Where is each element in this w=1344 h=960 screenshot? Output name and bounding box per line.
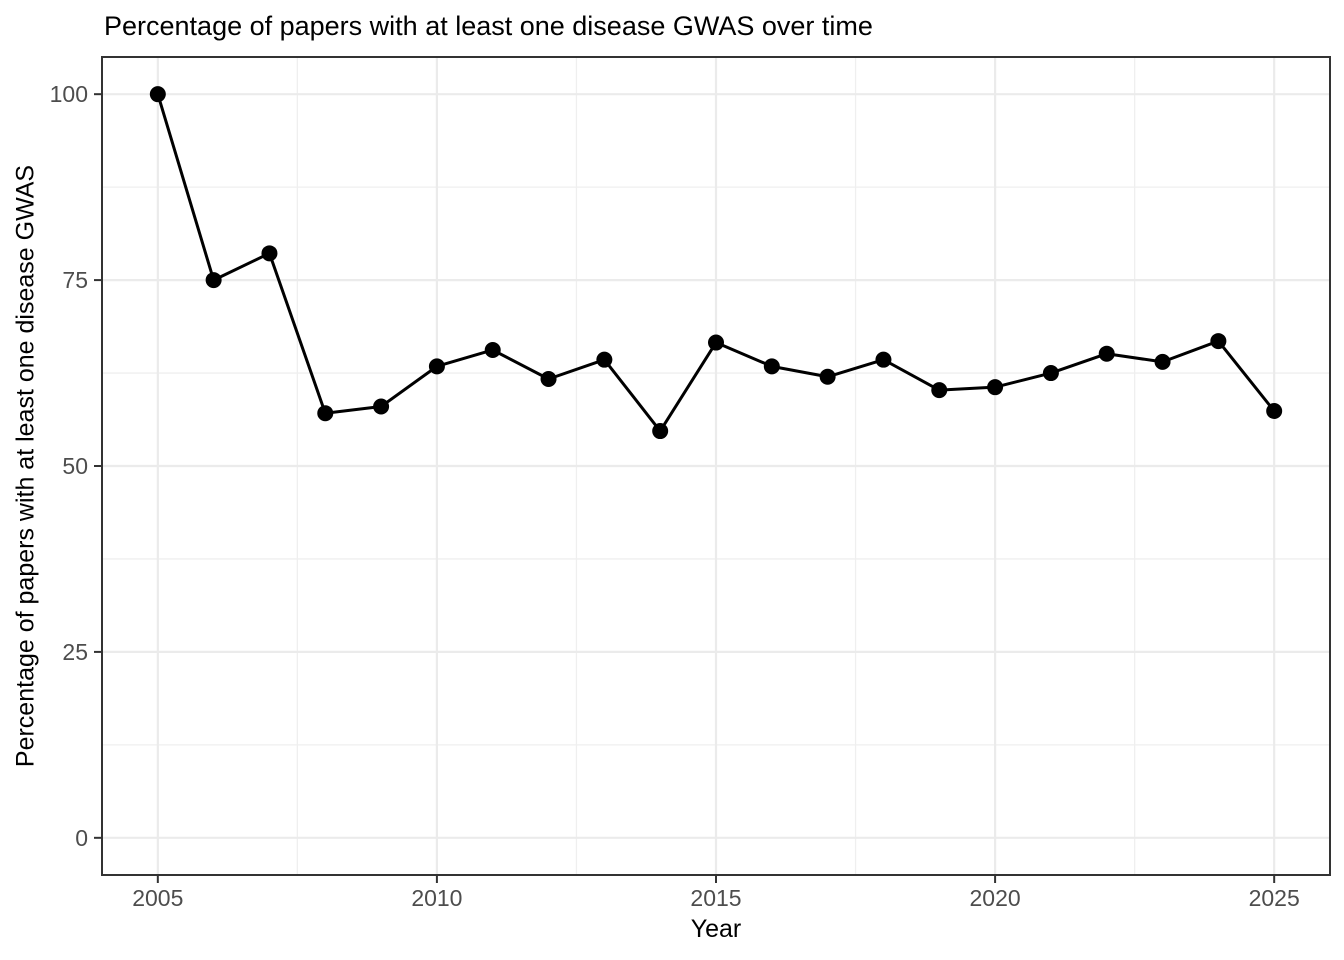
- x-tick-label: 2020: [970, 885, 1021, 911]
- data-point: [1098, 345, 1115, 362]
- y-tick-label: 25: [62, 639, 88, 665]
- data-point: [763, 358, 780, 375]
- y-tick-label: 0: [75, 825, 88, 851]
- data-point: [540, 370, 557, 387]
- data-point: [1210, 333, 1227, 350]
- y-tick-label: 50: [62, 453, 88, 479]
- data-point: [987, 379, 1004, 396]
- data-point: [652, 423, 669, 440]
- data-point: [205, 272, 222, 289]
- y-tick-label: 75: [62, 267, 88, 293]
- x-tick-label: 2005: [132, 885, 183, 911]
- data-point: [149, 86, 166, 103]
- y-tick-label: 100: [50, 81, 88, 107]
- data-point: [819, 368, 836, 385]
- data-point: [373, 398, 390, 415]
- y-axis-title: Percentage of papers with at least one d…: [11, 164, 40, 768]
- data-point: [875, 351, 892, 368]
- data-point: [261, 245, 278, 262]
- data-point: [1154, 353, 1171, 370]
- data-point: [428, 358, 445, 375]
- data-point: [1266, 402, 1283, 419]
- chart-title: Percentage of papers with at least one d…: [104, 11, 873, 41]
- x-tick-label: 2015: [690, 885, 741, 911]
- x-tick-label: 2010: [411, 885, 462, 911]
- x-tick-label: 2025: [1249, 885, 1300, 911]
- data-point: [708, 334, 724, 351]
- data-point: [484, 341, 501, 358]
- data-point: [317, 405, 334, 422]
- data-point: [596, 351, 613, 368]
- data-point: [1042, 365, 1059, 382]
- x-axis-title: Year: [690, 915, 742, 943]
- data-point: [931, 382, 948, 399]
